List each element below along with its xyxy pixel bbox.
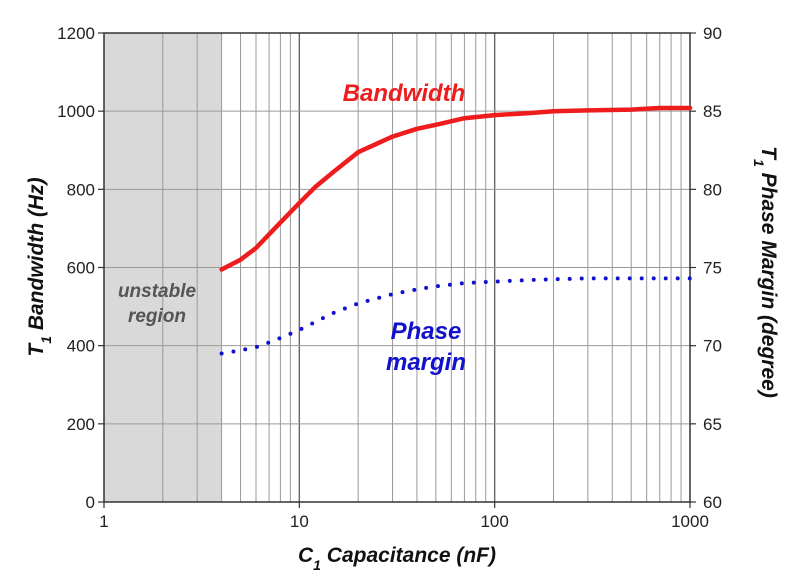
y-right-axis-title-rest: Phase Margin (degree) bbox=[757, 167, 780, 398]
phase-margin-label-line1: Phase bbox=[391, 318, 462, 345]
phase-margin-label-line2: margin bbox=[386, 349, 466, 376]
x-axis-title-main: C bbox=[298, 544, 314, 567]
y-left-tick-label: 200 bbox=[67, 415, 95, 434]
y-left-axis-title-main: T bbox=[25, 342, 48, 357]
unstable-region-label-line2: region bbox=[128, 306, 186, 327]
y-right-axis-title-main: T bbox=[757, 146, 780, 161]
y-right-tick-label: 75 bbox=[703, 259, 722, 278]
y-right-tick-label: 70 bbox=[703, 337, 722, 356]
y-left-axis-title-rest: Bandwidth (Hz) bbox=[25, 177, 48, 336]
y-left-axis-title-subscript: 1 bbox=[38, 336, 54, 344]
x-tick-label: 1000 bbox=[671, 512, 709, 531]
x-tick-label: 10 bbox=[290, 512, 309, 531]
y-right-tick-label: 65 bbox=[703, 415, 722, 434]
grid-lines bbox=[104, 32, 690, 503]
y-left-tick-label: 600 bbox=[67, 259, 95, 278]
x-tick-label: 100 bbox=[480, 512, 508, 531]
bandwidth-series-line bbox=[219, 105, 693, 272]
y-right-axis-title-subscript: 1 bbox=[751, 159, 767, 167]
y-left-axis-title: T1 Bandwidth (Hz) bbox=[25, 177, 54, 356]
x-axis-title-subscript: 1 bbox=[313, 557, 321, 573]
bandwidth-series-label: Bandwidth bbox=[343, 80, 466, 107]
phase-margin-series-line bbox=[219, 276, 692, 356]
y-left-tick-label: 0 bbox=[86, 493, 95, 512]
y-left-tick-label: 1200 bbox=[57, 24, 95, 43]
x-axis-title: C1 Capacitance (nF) bbox=[298, 544, 496, 573]
x-tick-label: 1 bbox=[99, 512, 108, 531]
y-right-axis-title: T1 Phase Margin (degree) bbox=[751, 146, 780, 398]
y-right-tick-label: 85 bbox=[703, 102, 722, 121]
y-right-tick-label: 60 bbox=[703, 493, 722, 512]
y-right-tick-label: 90 bbox=[703, 24, 722, 43]
y-right-tick-label: 80 bbox=[703, 180, 722, 199]
y-left-tick-label: 1000 bbox=[57, 102, 95, 121]
y-left-tick-label: 800 bbox=[67, 180, 95, 199]
y-left-tick-label: 400 bbox=[67, 337, 95, 356]
x-axis-title-rest: Capacitance (nF) bbox=[321, 544, 496, 567]
unstable-region-label-line1: unstable bbox=[118, 281, 197, 302]
